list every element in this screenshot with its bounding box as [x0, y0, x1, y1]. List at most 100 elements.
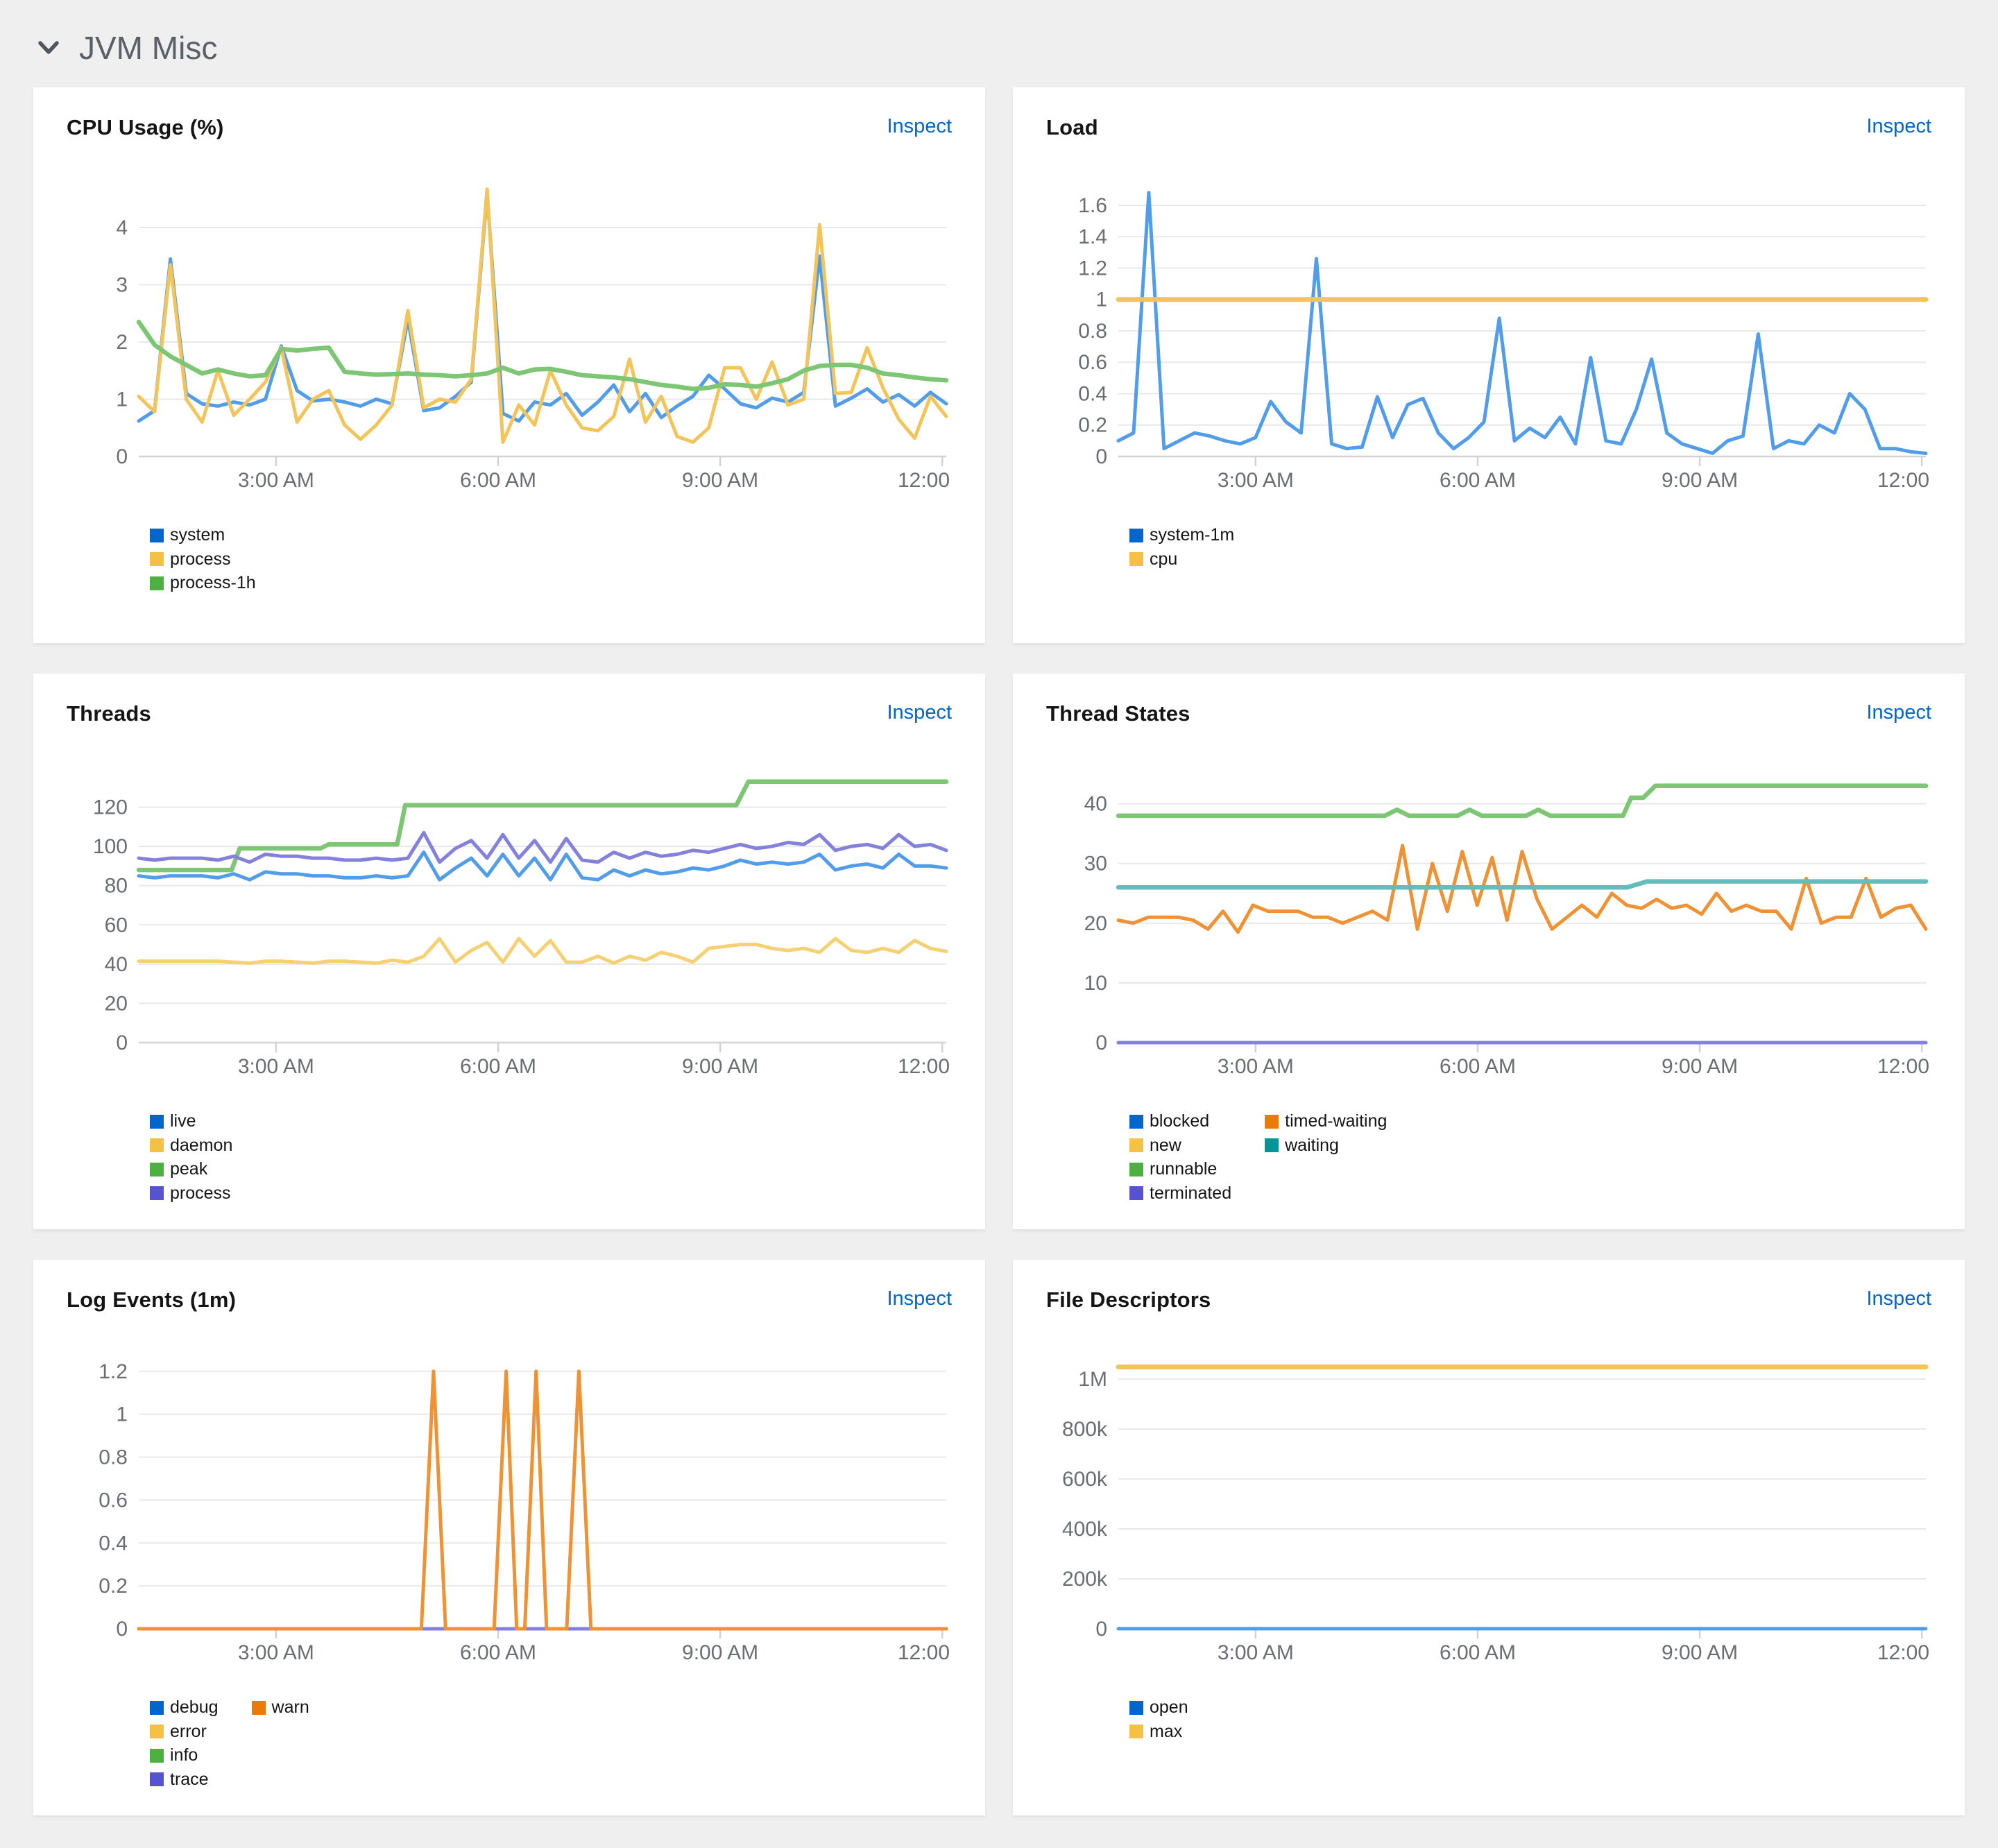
- legend-label-info: info: [170, 1745, 198, 1765]
- legend-item-process: process: [150, 549, 256, 570]
- legend-chip-info: [150, 1748, 164, 1763]
- svg-text:6:00 AM: 6:00 AM: [460, 469, 536, 492]
- svg-text:12:00 PM: 12:00 PM: [898, 469, 952, 492]
- panel-load: Load Inspect 0 0.2 0.4 0.6 0.8 1 1.2 1.4 1.6 3:00…: [1013, 87, 1965, 643]
- legend-chip-system-1m: [1129, 528, 1143, 542]
- svg-text:60: 60: [105, 914, 128, 936]
- svg-text:0: 0: [1095, 1618, 1107, 1641]
- svg-text:0.4: 0.4: [99, 1532, 128, 1555]
- legend-label-waiting: waiting: [1285, 1135, 1339, 1155]
- svg-text:10: 10: [1084, 972, 1107, 995]
- panel-header: Log Events (1m) Inspect: [67, 1287, 952, 1312]
- svg-text:800k: 800k: [1062, 1418, 1108, 1441]
- panel-thread-states: Thread States Inspect 0 10 20 30 40 3:00 AM 6:…: [1013, 674, 1965, 1229]
- svg-text:9:00 AM: 9:00 AM: [682, 469, 758, 492]
- svg-text:0.6: 0.6: [1078, 351, 1107, 374]
- svg-text:12:00 PM: 12:00 PM: [1877, 1641, 1931, 1664]
- legend-item-warn: warn: [251, 1697, 309, 1718]
- legend-item-debug: debug: [150, 1697, 219, 1718]
- svg-text:1.6: 1.6: [1078, 194, 1107, 217]
- svg-text:9:00 AM: 9:00 AM: [682, 1641, 758, 1664]
- section-title: JVM Misc: [79, 30, 218, 66]
- panel-log-events: Log Events (1m) Inspect 0 0.2 0.4 0.6 0.8 1 1.…: [33, 1260, 985, 1815]
- section-header-jvm-misc[interactable]: JVM Misc: [0, 0, 1998, 87]
- legend-label-daemon: daemon: [170, 1135, 233, 1155]
- legend-item-trace: trace: [150, 1770, 219, 1790]
- legend-label-open: open: [1150, 1697, 1188, 1717]
- chart-legend-threads: live daemon peak process: [150, 1111, 952, 1204]
- svg-text:40: 40: [1084, 793, 1107, 816]
- svg-text:200k: 200k: [1062, 1568, 1108, 1591]
- legend-item-new: new: [1129, 1136, 1231, 1156]
- svg-text:3: 3: [116, 274, 128, 297]
- legend-chip-timed-waiting: [1265, 1114, 1279, 1129]
- legend-chip-runnable: [1129, 1162, 1143, 1177]
- legend-label-cpu: cpu: [1150, 549, 1178, 569]
- legend-item-process: process: [150, 1183, 232, 1204]
- inspect-link-cpu-usage[interactable]: Inspect: [887, 115, 953, 137]
- svg-text:40: 40: [105, 953, 128, 976]
- legend-chip-cpu: [1129, 552, 1143, 567]
- legend-label-system-1m: system-1m: [1150, 525, 1235, 545]
- chart-legend-file-descriptors: open max: [1129, 1697, 1931, 1742]
- inspect-link-threads[interactable]: Inspect: [887, 701, 953, 724]
- legend-chip-daemon: [150, 1138, 164, 1153]
- legend-label-warn: warn: [271, 1697, 309, 1717]
- legend-item-peak: peak: [150, 1159, 232, 1179]
- legend-item-live: live: [150, 1111, 232, 1131]
- svg-text:0.2: 0.2: [1078, 414, 1107, 437]
- legend-chip-new: [1129, 1138, 1143, 1153]
- legend-chip-trace: [150, 1772, 164, 1787]
- svg-text:9:00 AM: 9:00 AM: [1662, 469, 1738, 492]
- legend-label-debug: debug: [170, 1697, 219, 1717]
- legend-item-waiting: waiting: [1265, 1136, 1387, 1156]
- panel-title: Threads: [67, 701, 151, 726]
- legend-item-cpu: cpu: [1129, 549, 1234, 570]
- svg-text:120: 120: [93, 796, 128, 819]
- legend-item-open: open: [1129, 1697, 1188, 1718]
- legend-label-error: error: [170, 1721, 207, 1741]
- legend-item-terminated: terminated: [1129, 1183, 1231, 1204]
- svg-text:12:00 PM: 12:00 PM: [898, 1641, 952, 1664]
- inspect-link-file-descriptors[interactable]: Inspect: [1866, 1287, 1932, 1310]
- svg-text:6:00 AM: 6:00 AM: [460, 1641, 536, 1664]
- panel-title: CPU Usage (%): [67, 115, 224, 139]
- legend-chip-terminated: [1129, 1186, 1143, 1201]
- svg-text:3:00 AM: 3:00 AM: [238, 1055, 314, 1078]
- legend-item-error: error: [150, 1722, 219, 1742]
- svg-text:30: 30: [1084, 853, 1107, 875]
- legend-chip-process-1h: [150, 576, 164, 590]
- inspect-link-load[interactable]: Inspect: [1866, 115, 1932, 137]
- svg-text:6:00 AM: 6:00 AM: [460, 1055, 536, 1078]
- svg-text:6:00 AM: 6:00 AM: [1440, 1055, 1516, 1078]
- legend-label-process: process: [170, 549, 231, 569]
- chart-legend-cpu-usage: system process process-1h: [150, 525, 952, 593]
- legend-chip-system: [150, 528, 164, 542]
- legend-item-daemon: daemon: [150, 1136, 232, 1156]
- line-chart-thread-states: 0 10 20 30 40 3:00 AM 6:00 AM 9:00 AM 12:00 PM: [1084, 783, 1931, 1078]
- chart-legend-thread-states: blocked new runnable terminated timed-waitin…: [1129, 1111, 1931, 1204]
- legend-item-max: max: [1129, 1722, 1188, 1742]
- svg-text:3:00 AM: 3:00 AM: [1218, 1641, 1294, 1664]
- chevron-down-icon: [37, 40, 60, 55]
- svg-text:0: 0: [116, 445, 128, 468]
- panel-title: File Descriptors: [1046, 1287, 1211, 1312]
- legend-chip-process: [150, 552, 164, 567]
- svg-text:1: 1: [116, 388, 128, 411]
- panel-header: Load Inspect: [1046, 115, 1931, 140]
- legend-chip-warn: [251, 1700, 266, 1715]
- inspect-link-log-events[interactable]: Inspect: [887, 1287, 953, 1310]
- svg-text:0.8: 0.8: [99, 1446, 128, 1469]
- svg-text:1M: 1M: [1078, 1368, 1107, 1391]
- legend-label-new: new: [1150, 1135, 1181, 1155]
- panel-cpu-usage: CPU Usage (%) Inspect 0 1 2 3 4 3:00 AM 6:00 A…: [33, 87, 985, 643]
- panel-header: Thread States Inspect: [1046, 701, 1931, 726]
- inspect-link-thread-states[interactable]: Inspect: [1866, 701, 1932, 724]
- legend-chip-blocked: [1129, 1114, 1143, 1129]
- legend-item-process-1h: process-1h: [150, 573, 256, 593]
- svg-text:12:00 PM: 12:00 PM: [1877, 1055, 1931, 1078]
- svg-text:6:00 AM: 6:00 AM: [1440, 1641, 1516, 1664]
- svg-text:1.4: 1.4: [1078, 225, 1107, 248]
- svg-text:1.2: 1.2: [1078, 257, 1107, 280]
